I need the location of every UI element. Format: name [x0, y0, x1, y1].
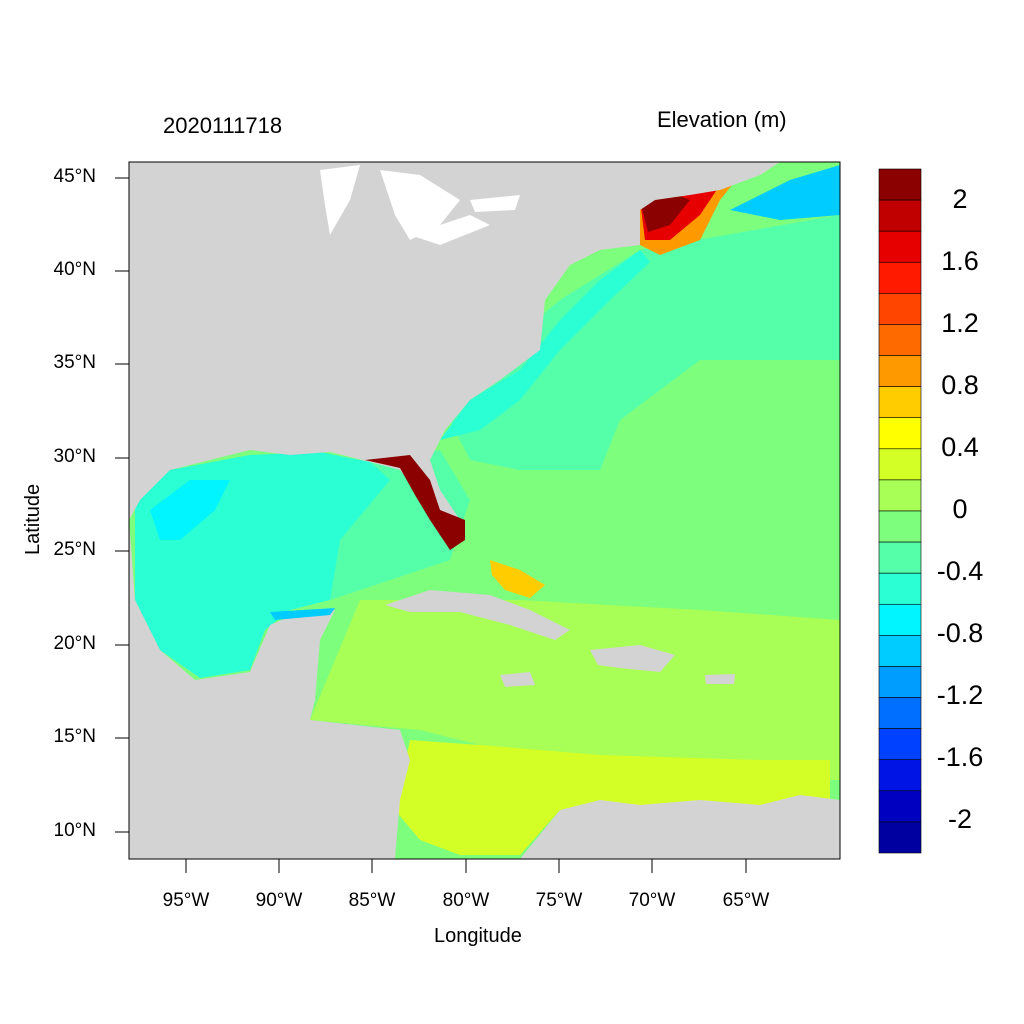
- variable-title: Elevation (m): [657, 107, 787, 132]
- colorbar-swatch: [878, 261, 922, 294]
- colorbar-swatch: [878, 199, 922, 232]
- x-tick-label: 80°W: [442, 890, 490, 911]
- colorbar-swatch: [878, 697, 922, 729]
- gulf-low-spot: [150, 480, 230, 540]
- colorbar-swatch: [878, 603, 922, 636]
- jamaica-land: [500, 672, 535, 687]
- south-caribbean-region: [395, 740, 830, 855]
- map-area: [129, 162, 840, 859]
- colorbar-label: -0.4: [936, 556, 984, 586]
- puerto-rico-land: [705, 674, 735, 684]
- bahamas-surge: [490, 560, 545, 598]
- colorbar-label: 0.8: [941, 370, 979, 400]
- lake-ontario: [470, 195, 520, 212]
- east-coast-shelf: [440, 250, 650, 440]
- colorbar-label: 1.2: [941, 308, 979, 338]
- colorbar-label: -2: [947, 804, 972, 834]
- colorbar-label: -0.8: [936, 618, 984, 648]
- colorbar-swatch: [878, 293, 922, 325]
- y-tick-label: 10°N: [53, 820, 96, 841]
- colorbar-label: 0.4: [941, 432, 979, 462]
- x-tick-label: 90°W: [255, 890, 303, 911]
- y-axis-label: Latitude: [22, 483, 44, 555]
- lake-michigan: [320, 165, 360, 235]
- x-tick-label: 65°W: [722, 890, 770, 911]
- y-tick-label: 45°N: [53, 166, 96, 187]
- yucatan-coastal-low: [270, 608, 335, 620]
- y-tick-label: 25°N: [53, 539, 96, 560]
- x-tick-label: 75°W: [535, 890, 583, 911]
- colorbar-label: 1.6: [941, 246, 979, 276]
- colorbar-swatch: [878, 479, 922, 512]
- colorbar-label: -1.6: [936, 742, 984, 772]
- atlantic-negative-region: [440, 215, 840, 470]
- y-tick-label: 40°N: [53, 259, 96, 280]
- x-tick-label: 95°W: [162, 890, 210, 911]
- colorbar-label: 2: [952, 184, 968, 214]
- x-tick-label: 85°W: [348, 890, 396, 911]
- lake-huron: [380, 170, 460, 240]
- colorbar-label: -1.2: [936, 680, 984, 710]
- x-axis-label: Longitude: [434, 925, 522, 947]
- y-tick-label: 35°N: [53, 352, 96, 373]
- colorbar-swatch: [878, 821, 922, 854]
- hispaniola-land: [590, 645, 675, 672]
- colorbar-swatch: [878, 759, 922, 792]
- colorbar-swatch: [878, 541, 922, 574]
- colorbar-swatch: [878, 635, 922, 667]
- colorbar-swatch: [878, 355, 922, 387]
- colorbar: [878, 168, 922, 854]
- cuba-land: [385, 590, 570, 640]
- south-america-land: [520, 795, 840, 859]
- colorbar-swatch: [878, 417, 922, 450]
- colorbar-swatch: [878, 230, 922, 263]
- y-tick-label: 20°N: [53, 633, 96, 654]
- colorbar-swatch: [878, 572, 922, 605]
- y-tick-label: 30°N: [53, 446, 96, 467]
- y-tick-marks: [115, 177, 129, 833]
- lake-erie: [410, 215, 490, 245]
- colorbar-swatch: [878, 324, 922, 356]
- north-america-land: [129, 162, 640, 540]
- colorbar-label: 0: [952, 494, 968, 524]
- map-frame: [128, 161, 841, 860]
- colorbar-swatch: [878, 510, 922, 543]
- new-england-land: [640, 162, 780, 210]
- x-tick-marks: [185, 859, 747, 873]
- x-tick-label: 70°W: [628, 890, 676, 911]
- timestamp-title: 2020111718: [163, 113, 283, 138]
- caribbean-region: [310, 600, 840, 780]
- colorbar-swatch: [878, 728, 922, 761]
- colorbar-swatch: [878, 386, 922, 419]
- y-tick-label: 15°N: [53, 726, 96, 747]
- colorbar-swatch: [878, 790, 922, 823]
- mexico-central-america-land: [129, 520, 410, 859]
- nova-scotia-negative: [730, 165, 840, 220]
- florida-surge: [365, 455, 465, 550]
- colorbar-swatch: [878, 448, 922, 481]
- gulf-of-maine-peak: [640, 192, 690, 232]
- colorbar-swatch: [878, 168, 922, 201]
- colorbar-swatch: [878, 666, 922, 698]
